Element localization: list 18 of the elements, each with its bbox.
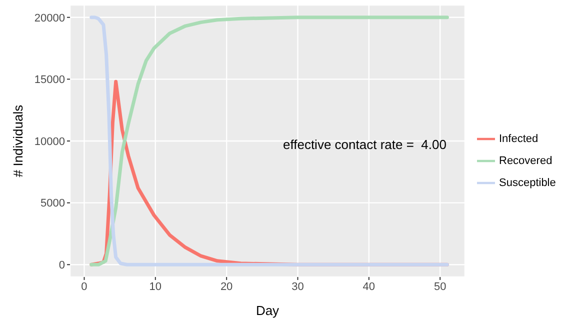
x-tick-label: 30 [292,280,304,293]
y-tick-label: 15000 [34,74,65,86]
line-series [90,16,449,266]
x-tick-label: 10 [149,280,162,293]
y-tick-label: 0 [58,260,65,272]
y-tick-label: 10000 [34,136,65,148]
x-tick-label: 40 [362,280,376,293]
y-tick-label: 5000 [40,198,65,210]
x-tick-label: 50 [434,280,446,293]
legend-label: Recovered [499,154,552,166]
legend-label: Susceptible [499,176,556,188]
y-axis-title: # Individuals [10,104,26,178]
legend-label: Infected [499,132,538,144]
x-tick-label: 0 [81,280,88,293]
x-tick-label: 20 [220,280,233,293]
y-tick-label: 20000 [34,12,65,24]
x-axis-title: Day [256,303,280,318]
annotation: effective contact rate = 4.00 [283,137,446,152]
